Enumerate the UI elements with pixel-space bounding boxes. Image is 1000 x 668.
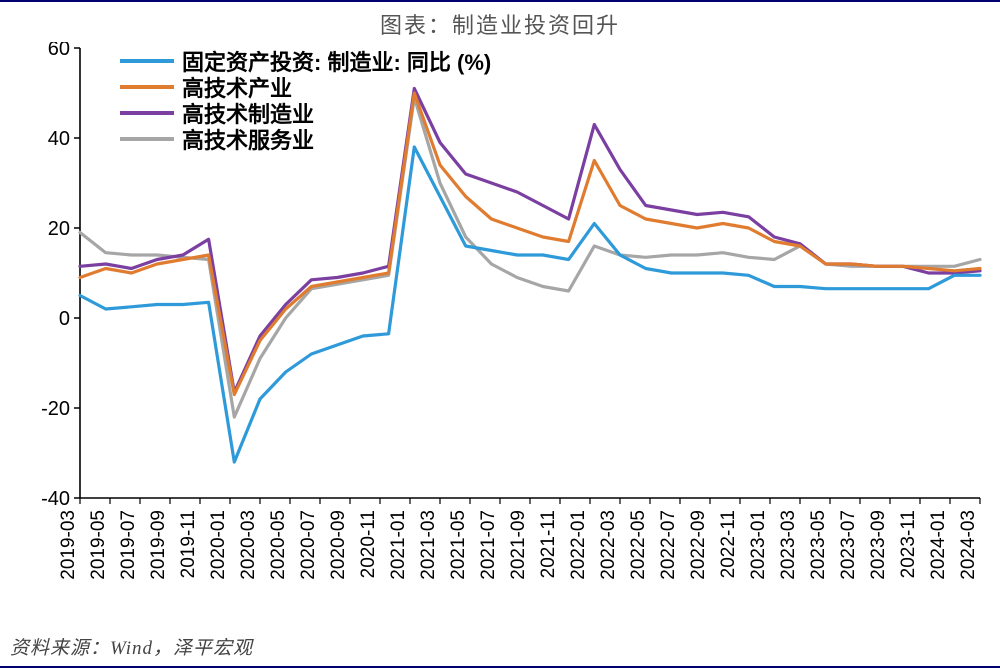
svg-text:2023-05: 2023-05 xyxy=(808,510,829,580)
svg-text:2021-01: 2021-01 xyxy=(388,510,409,580)
svg-text:60: 60 xyxy=(48,42,70,60)
svg-text:2019-07: 2019-07 xyxy=(118,510,139,580)
svg-text:2022-05: 2022-05 xyxy=(628,510,649,580)
svg-text:2020-01: 2020-01 xyxy=(208,510,229,580)
legend-item: 高技术服务业 xyxy=(120,126,491,152)
svg-text:2020-05: 2020-05 xyxy=(268,510,289,580)
svg-text:2019-03: 2019-03 xyxy=(58,510,79,580)
svg-text:2019-11: 2019-11 xyxy=(178,510,199,578)
svg-text:2023-11: 2023-11 xyxy=(898,510,919,578)
svg-text:2024-03: 2024-03 xyxy=(958,510,979,580)
svg-text:2019-09: 2019-09 xyxy=(148,510,169,580)
legend-swatch xyxy=(120,85,174,89)
svg-text:2023-07: 2023-07 xyxy=(838,510,859,580)
legend: 固定资产投资: 制造业: 同比 (%)高技术产业高技术制造业高技术服务业 xyxy=(120,48,491,152)
svg-text:2022-03: 2022-03 xyxy=(598,510,619,580)
svg-text:2019-05: 2019-05 xyxy=(88,510,109,580)
source-footer: 资料来源：Wind，泽平宏观 xyxy=(10,633,253,660)
legend-item: 固定资产投资: 制造业: 同比 (%) xyxy=(120,48,491,74)
svg-text:2023-01: 2023-01 xyxy=(748,510,769,580)
chart-container: 图表：制造业投资回升 -40 -20 0 20 40 60 2019-03 2019-05 20… xyxy=(0,0,1000,668)
svg-text:2021-07: 2021-07 xyxy=(478,510,499,580)
svg-text:2023-03: 2023-03 xyxy=(778,510,799,580)
svg-text:2020-11: 2020-11 xyxy=(358,510,379,578)
legend-swatch xyxy=(120,111,174,115)
svg-text:2023-09: 2023-09 xyxy=(868,510,889,580)
svg-text:2020-03: 2020-03 xyxy=(238,510,259,580)
legend-swatch xyxy=(120,59,174,63)
chart-title: 图表：制造业投资回升 xyxy=(0,2,1000,42)
svg-text:-40: -40 xyxy=(41,488,70,510)
svg-text:2022-07: 2022-07 xyxy=(658,510,679,580)
svg-text:2022-11: 2022-11 xyxy=(718,510,739,578)
svg-text:2021-09: 2021-09 xyxy=(508,510,529,580)
svg-text:2024-01: 2024-01 xyxy=(928,510,949,580)
legend-label: 高技术服务业 xyxy=(182,123,314,155)
svg-text:40: 40 xyxy=(48,128,70,150)
svg-text:2020-07: 2020-07 xyxy=(298,510,319,580)
svg-text:2021-11: 2021-11 xyxy=(538,510,559,578)
svg-text:2020-09: 2020-09 xyxy=(328,510,349,580)
legend-swatch xyxy=(120,137,174,141)
svg-text:0: 0 xyxy=(59,308,70,330)
svg-text:2021-03: 2021-03 xyxy=(418,510,439,580)
svg-text:2022-01: 2022-01 xyxy=(568,510,589,580)
svg-text:-20: -20 xyxy=(41,398,70,420)
svg-text:20: 20 xyxy=(48,218,70,240)
svg-text:2021-05: 2021-05 xyxy=(448,510,469,580)
svg-text:2022-09: 2022-09 xyxy=(688,510,709,580)
